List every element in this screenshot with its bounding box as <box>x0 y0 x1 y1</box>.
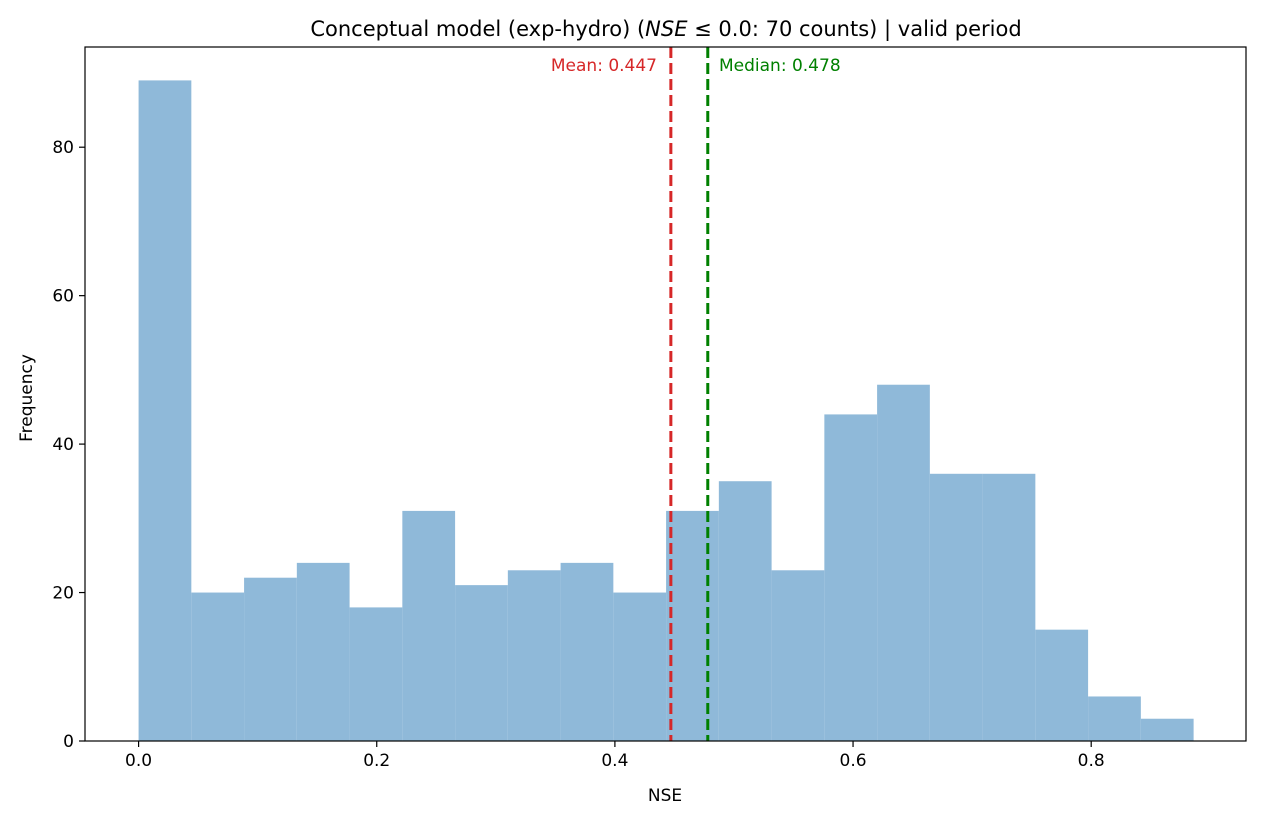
histogram-bar <box>824 414 878 741</box>
x-tick-label: 0.8 <box>1078 751 1105 771</box>
histogram-bar <box>455 585 508 741</box>
histogram-bar <box>613 592 667 741</box>
y-tick-label: 20 <box>52 584 74 604</box>
histogram-bar <box>1035 629 1089 741</box>
histogram-bar <box>244 577 297 741</box>
y-tick-label: 60 <box>52 287 74 307</box>
x-axis-ticks: 0.0 0.2 0.4 0.6 0.8 <box>125 741 1105 771</box>
x-tick-label: 0.4 <box>601 751 628 771</box>
histogram-bar <box>877 384 930 741</box>
histogram-bar <box>191 592 245 741</box>
x-tick-label: 0.2 <box>363 751 390 771</box>
histogram-bar <box>1140 718 1194 741</box>
histogram-bar <box>718 481 772 741</box>
histogram-bar <box>1088 696 1141 741</box>
histogram-bars <box>138 80 1194 742</box>
histogram-bar <box>982 473 1036 741</box>
histogram-bar <box>771 570 825 741</box>
chart-title-suffix: ≤ 0.0: 70 counts) | valid period <box>687 17 1021 42</box>
y-tick-label: 80 <box>52 138 74 158</box>
histogram-bar <box>349 607 403 741</box>
median-label: Median: 0.478 <box>719 56 841 76</box>
y-tick-label: 0 <box>63 732 74 752</box>
histogram-bar <box>560 562 614 741</box>
y-axis-ticks: 0 20 40 60 80 <box>52 138 85 752</box>
chart-title: Conceptual model (exp-hydro) (NSE ≤ 0.0:… <box>310 17 1021 42</box>
plot-frame <box>84 46 1247 742</box>
chart-title-prefix: Conceptual model (exp-hydro) ( <box>310 17 645 41</box>
histogram-bar <box>138 80 192 742</box>
histogram-bar <box>296 562 350 741</box>
y-tick-label: 40 <box>52 435 74 455</box>
histogram-bar <box>402 510 456 741</box>
histogram-bar <box>666 510 719 741</box>
mean-label: Mean: 0.447 <box>551 56 657 76</box>
reference-lines <box>669 47 710 741</box>
histogram-bar <box>929 473 983 741</box>
y-axis-label: Frequency <box>17 354 37 442</box>
chart-title-math: NSE <box>645 17 688 41</box>
x-tick-label: 0.6 <box>840 751 867 771</box>
x-axis-label: NSE <box>648 786 682 806</box>
x-tick-label: 0.0 <box>125 751 152 771</box>
histogram-bar <box>507 570 561 741</box>
